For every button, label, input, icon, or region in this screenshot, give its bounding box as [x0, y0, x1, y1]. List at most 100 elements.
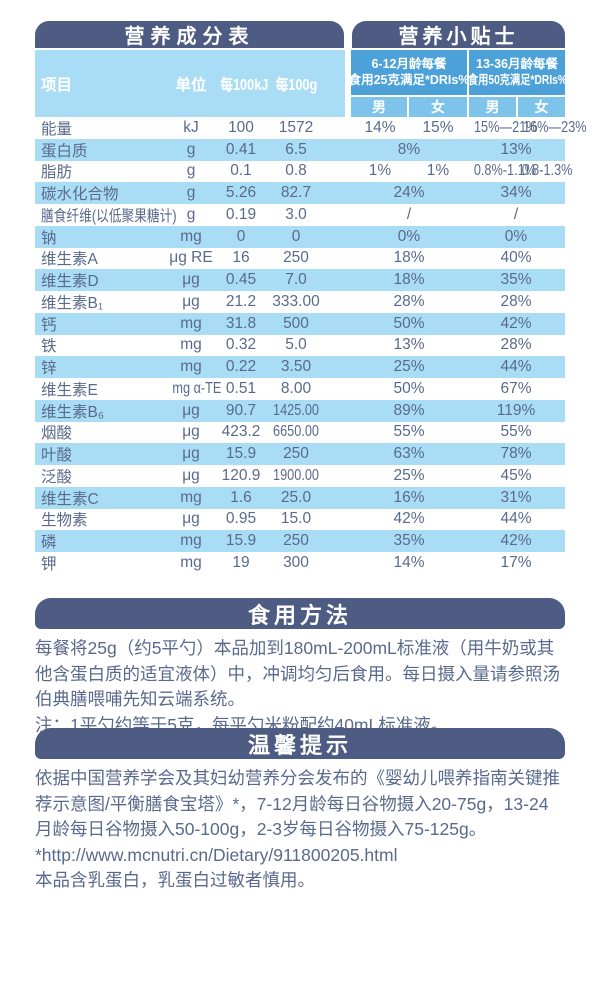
- dris-value: 14%: [364, 118, 396, 136]
- nutrient-unit: kJ: [183, 118, 199, 136]
- dris-value: 25%: [393, 466, 425, 484]
- nutrient-unit: μg RE: [169, 249, 213, 267]
- value-per-100kj: 15.9: [225, 445, 257, 463]
- column-header-per100kj: 每100kJ: [220, 76, 269, 94]
- value-per-100g: 500: [283, 314, 309, 332]
- value-per-100kj: 0.1: [230, 162, 252, 180]
- value-per-100kj: 0.45: [225, 271, 257, 289]
- column-header-unit: 单位: [175, 76, 207, 94]
- dris-value: 1%: [368, 162, 392, 180]
- dris-value: 13%: [393, 336, 425, 354]
- dris-value: 78%: [500, 445, 532, 463]
- dris-value: 15%—21%: [473, 118, 538, 136]
- dris-value: 42%: [393, 510, 425, 528]
- table-row: 钙 mg 31.8 500 50% 42%: [35, 312, 565, 335]
- nutrient-name: 维生素D: [41, 273, 99, 291]
- table-row: 能量 kJ 100 1572 14% 15% 15%—21% 16%—23%: [35, 117, 587, 139]
- dris-value: 50%: [393, 379, 425, 397]
- value-per-100kj: 90.7: [225, 401, 257, 419]
- dris-value: 35%: [500, 271, 532, 289]
- nutrient-name: 维生素C: [41, 490, 99, 508]
- value-per-100g: 250: [283, 532, 309, 550]
- value-per-100g: 6650.00: [273, 423, 319, 441]
- usage-body: 每餐将25g（约5平勺）本品加到180mL-200mL标准液（用牛奶或其他含蛋白…: [35, 638, 560, 709]
- dris-value: 0.8-1.3%: [521, 162, 573, 180]
- dris-value: 50%: [393, 314, 425, 332]
- nutrient-unit: mg: [180, 358, 202, 376]
- value-per-100g: 6.5: [285, 140, 307, 158]
- nutrient-unit: mg: [180, 336, 202, 354]
- nutrient-name: 能量: [41, 120, 73, 138]
- dris-value: 67%: [500, 379, 532, 397]
- dris-value: 8%: [397, 140, 421, 158]
- table-row: 脂肪 g 0.1 0.8 1% 1% 0.8%-1.1% 0.8-1.3%: [35, 160, 573, 183]
- group-header-13-36m: 13-36月龄每餐 食用50克满足*DRIs%: [467, 50, 567, 95]
- table-row: 维生素C mg 1.6 25.0 16% 31%: [35, 486, 565, 509]
- dris-value: 44%: [500, 510, 532, 528]
- nutrient-name: 维生素B₆: [41, 403, 105, 421]
- value-per-100g: 3.0: [285, 205, 307, 223]
- nutrient-unit: μg: [182, 510, 200, 528]
- nutrient-name: 碳水化合物: [41, 186, 119, 204]
- table-row: 磷 mg 15.9 250 35% 42%: [35, 530, 565, 552]
- dris-value: 55%: [500, 423, 532, 441]
- value-per-100kj: 31.8: [225, 314, 257, 332]
- tips-body: 依据中国营养学会及其妇幼营养分会发布的《婴幼儿喂养指南关键推荐示意图/平衡膳食宝…: [35, 768, 560, 839]
- nutrient-unit: μg: [182, 401, 200, 419]
- nutrient-unit: g: [186, 205, 196, 223]
- dris-value: 14%: [393, 553, 425, 571]
- usage-section-title: 食用方法: [35, 598, 565, 629]
- value-per-100kj: 0.95: [225, 510, 257, 528]
- dris-value: 18%: [393, 271, 425, 289]
- dris-value: 15%: [422, 118, 454, 136]
- nutrient-name: 脂肪: [41, 164, 73, 182]
- value-per-100kj: 100: [228, 118, 254, 136]
- value-per-100g: 15.0: [280, 510, 312, 528]
- nutrient-name: 维生素E: [41, 381, 98, 399]
- value-per-100kj: 0.32: [225, 336, 257, 354]
- table-row: 维生素A μg RE 16 250 18% 40%: [35, 247, 565, 270]
- tips-section-text: 依据中国营养学会及其妇幼营养分会发布的《婴幼儿喂养指南关键推荐示意图/平衡膳食宝…: [35, 766, 565, 894]
- dris-value: 34%: [500, 184, 532, 202]
- nutrient-name: 钠: [41, 229, 57, 247]
- value-per-100g: 7.0: [285, 271, 307, 289]
- nutrient-unit: g: [186, 184, 196, 202]
- value-per-100g: 1425.00: [273, 401, 319, 419]
- value-per-100kj: 1.6: [230, 488, 252, 506]
- nutrient-unit: mg: [180, 314, 202, 332]
- value-per-100kj: 0.51: [225, 379, 257, 397]
- table-row: 维生素E mg α-TE 0.51 8.00 50% 67%: [35, 378, 565, 400]
- value-per-100kj: 15.9: [225, 532, 257, 550]
- nutrient-unit: mg: [180, 227, 202, 245]
- dris-value: 42%: [500, 532, 532, 550]
- table-row: 维生素B₁ μg 21.2 333.00 28% 28%: [35, 291, 565, 313]
- table-row: 锌 mg 0.22 3.50 25% 44%: [35, 356, 565, 378]
- tips-section-title: 温馨提示: [35, 728, 565, 759]
- table-row: 维生素D μg 0.45 7.0 18% 35%: [35, 269, 565, 291]
- dris-value: 63%: [393, 445, 425, 463]
- dris-value: 35%: [393, 532, 425, 550]
- value-per-100g: 0: [291, 227, 301, 245]
- dris-value: 42%: [500, 314, 532, 332]
- nutrient-name: 维生素B₁: [41, 294, 104, 312]
- dris-value: 16%: [393, 488, 425, 506]
- nutrient-unit: g: [186, 140, 196, 158]
- dris-value: 28%: [500, 292, 532, 310]
- nutrient-name: 蛋白质: [41, 142, 88, 160]
- value-per-100kj: 21.2: [225, 292, 257, 310]
- value-per-100g: 1572: [278, 118, 314, 136]
- table-row: 碳水化合物 g 5.26 82.7 24% 34%: [35, 182, 565, 204]
- nutrient-unit: mg: [180, 553, 202, 571]
- value-per-100g: 8.00: [280, 379, 312, 397]
- table-row: 维生素B₆ μg 90.7 1425.00 89% 119%: [35, 399, 565, 422]
- nutrient-name: 泛酸: [41, 468, 73, 486]
- dris-value: 44%: [500, 358, 532, 376]
- tips-allergen: 本品含乳蛋白，乳蛋白过敏者慎用。: [35, 870, 315, 890]
- table-row: 钠 mg 0 0 0% 0%: [35, 225, 565, 248]
- nutrient-unit: mg α-TE: [172, 379, 222, 397]
- dris-value: /: [513, 205, 519, 223]
- nutrient-name: 钾: [41, 555, 57, 573]
- value-per-100kj: 5.26: [225, 184, 257, 202]
- value-per-100kj: 0.19: [225, 205, 257, 223]
